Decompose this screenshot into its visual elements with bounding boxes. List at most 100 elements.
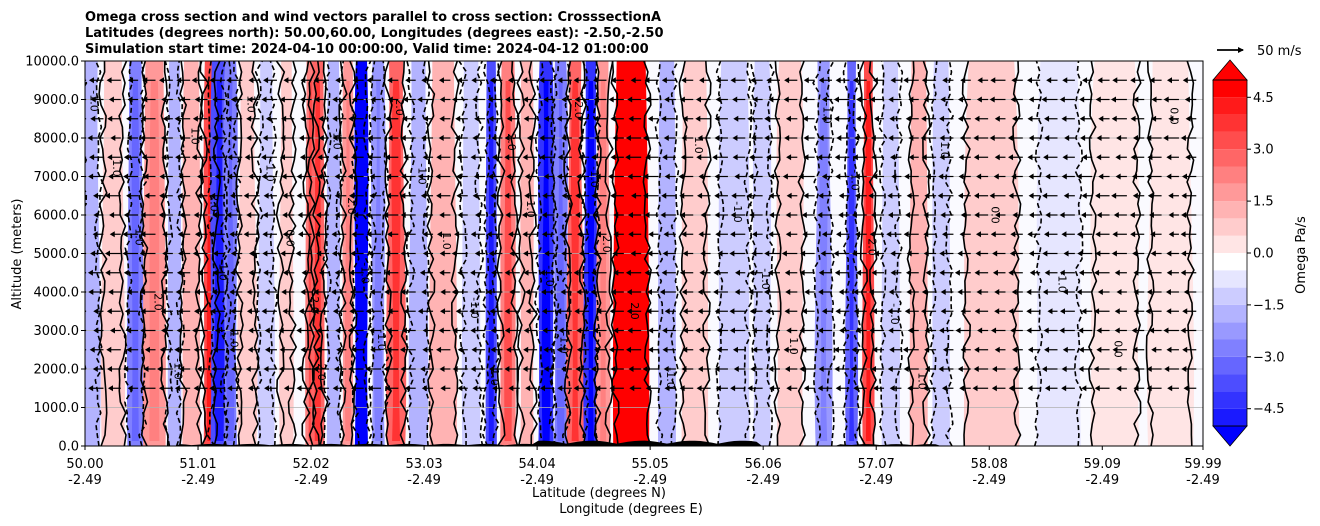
wind-vector xyxy=(123,212,139,218)
wind-vector xyxy=(211,289,225,295)
wind-vector xyxy=(1045,173,1058,180)
wind-vector xyxy=(573,77,590,84)
wind-vector xyxy=(712,154,728,161)
wind-vector xyxy=(1076,289,1093,295)
wind-vector xyxy=(889,385,902,392)
omega-band-core xyxy=(599,81,607,441)
wind-vector xyxy=(1146,289,1162,295)
contour-label: 1.0 xyxy=(787,337,800,355)
contour-label: -1.0 xyxy=(415,163,428,184)
wind-vector xyxy=(246,135,260,141)
wind-vector xyxy=(836,135,850,141)
wind-vector xyxy=(296,173,312,180)
wind-vector xyxy=(110,327,121,334)
wind-vector xyxy=(716,346,728,353)
wind-vector xyxy=(365,212,382,218)
wind-vector xyxy=(905,212,919,218)
x-tick-label-lat: 51.01 xyxy=(179,457,216,472)
wind-vector xyxy=(539,385,555,392)
wind-vector xyxy=(630,77,642,84)
colorbar-tick-label: −3.0 xyxy=(1253,350,1285,365)
wind-vector xyxy=(385,115,399,122)
wind-vector xyxy=(439,366,451,372)
wind-vector xyxy=(348,192,364,199)
wind-vector xyxy=(732,135,746,141)
contour-negative xyxy=(1033,61,1044,446)
wind-vector xyxy=(957,250,971,257)
wind-vector xyxy=(490,192,503,199)
wind-vector xyxy=(1094,269,1110,276)
wind-vector xyxy=(123,173,139,180)
wind-vector xyxy=(159,192,173,199)
wind-vector xyxy=(177,231,191,238)
colorbar-level xyxy=(1213,131,1247,150)
wind-vector xyxy=(1010,96,1023,103)
wind-vector xyxy=(88,289,104,295)
wind-vector xyxy=(522,231,538,238)
wind-vector xyxy=(522,154,538,161)
wind-vector xyxy=(1059,327,1075,334)
wind-vector xyxy=(1130,115,1145,122)
wind-vector xyxy=(596,308,607,315)
wind-vector xyxy=(821,115,833,122)
colorbar-level xyxy=(1213,374,1247,392)
wind-vector xyxy=(282,192,295,199)
wind-vector xyxy=(786,192,798,199)
wind-vector xyxy=(88,77,104,84)
wind-vector xyxy=(366,231,382,238)
wind-vector xyxy=(802,115,815,122)
contour-positive xyxy=(678,61,688,446)
wind-vector xyxy=(960,212,971,218)
wind-vector xyxy=(925,173,937,180)
wind-vector xyxy=(887,212,902,218)
wind-vector xyxy=(179,135,191,141)
wind-vector xyxy=(349,289,364,295)
wind-vector xyxy=(1026,308,1041,315)
wind-vector xyxy=(157,366,173,372)
wind-vector xyxy=(1132,135,1145,141)
wind-vector xyxy=(504,135,520,141)
wind-vector xyxy=(872,173,885,180)
wind-vector xyxy=(1027,154,1041,161)
wind-vector xyxy=(1116,366,1127,372)
wind-vector xyxy=(314,96,329,103)
wind-vector xyxy=(890,250,902,257)
colorbar-tick-label: 3.0 xyxy=(1253,143,1274,158)
wind-vector xyxy=(957,115,971,122)
wind-vector xyxy=(435,173,451,180)
wind-vector xyxy=(159,385,173,392)
wind-vector xyxy=(1078,366,1093,372)
y-tick-label: 0.0 xyxy=(58,440,79,455)
wind-vector xyxy=(1063,250,1075,257)
wind-vector xyxy=(644,269,659,276)
wind-vector xyxy=(299,154,312,161)
wind-vector xyxy=(732,96,746,103)
wind-vector xyxy=(747,115,763,122)
wind-vector xyxy=(802,231,815,238)
wind-vector xyxy=(351,346,364,353)
colorbar-tick-label: −4.5 xyxy=(1253,402,1285,417)
wind-vector xyxy=(492,385,503,392)
wind-vector xyxy=(698,231,711,238)
wind-vector xyxy=(768,192,780,199)
wind-vector xyxy=(716,327,728,334)
wind-vector xyxy=(452,366,468,372)
wind-vector xyxy=(193,385,208,392)
contour-label: -1.0 xyxy=(849,169,862,190)
wind-vector xyxy=(88,385,104,392)
wind-vector xyxy=(697,135,711,141)
wind-vector xyxy=(643,173,659,180)
wind-vector xyxy=(227,154,243,161)
wind-vector xyxy=(226,77,243,84)
wind-vector xyxy=(591,366,607,372)
wind-vector xyxy=(350,154,364,161)
contour-negative xyxy=(878,61,888,446)
wind-vector xyxy=(369,327,382,334)
wind-vector xyxy=(939,154,954,161)
wind-vector xyxy=(455,115,468,122)
wind-vector xyxy=(263,366,277,372)
contour-label: 1.0 xyxy=(188,127,201,145)
wind-vector xyxy=(504,327,520,334)
wind-vector xyxy=(246,289,260,295)
wind-vector xyxy=(213,115,225,122)
